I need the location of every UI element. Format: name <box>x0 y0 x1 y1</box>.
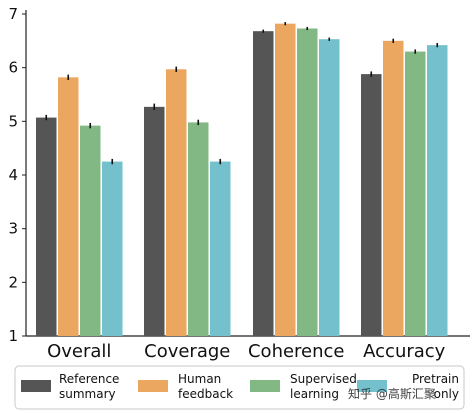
category-labels: Overall Coverage Coherence Accuracy <box>47 341 446 362</box>
category-label-coverage: Coverage <box>144 341 230 362</box>
legend-label-line1: Reference <box>59 372 119 386</box>
y-axis-ticks: 1 2 3 4 5 6 7 <box>8 5 26 345</box>
bar-accuracy-1 <box>361 74 382 337</box>
y-tick-label: 4 <box>8 166 18 184</box>
bar-coverage-3 <box>188 122 209 336</box>
category-label-overall: Overall <box>47 341 111 362</box>
y-tick-label: 5 <box>8 112 18 130</box>
legend-label-line1: Pretrain <box>412 372 459 386</box>
legend-swatch-4 <box>357 380 387 392</box>
y-tick-label: 1 <box>8 327 18 345</box>
bar-overall-2 <box>58 77 79 337</box>
watermark-text: 知乎 @高斯汇聚 <box>348 386 436 401</box>
bar-accuracy-3 <box>405 51 426 337</box>
bar-coverage-1 <box>144 106 165 337</box>
legend-label-line2: only <box>434 387 459 401</box>
bar-overall-4 <box>102 161 123 336</box>
legend-swatch-1 <box>21 380 51 392</box>
y-tick-label: 7 <box>8 5 18 23</box>
legend-label-line2: summary <box>59 387 116 401</box>
legend-label-line1: Supervised <box>290 372 357 386</box>
category-label-accuracy: Accuracy <box>363 341 446 362</box>
y-tick-label: 2 <box>8 273 18 291</box>
y-tick-label: 6 <box>8 59 18 77</box>
bar-accuracy-4 <box>427 45 448 336</box>
legend-swatch-2 <box>138 380 168 392</box>
legend-label-line2: learning <box>290 387 339 401</box>
bar-overall-3 <box>80 125 101 336</box>
bar-coverage-2 <box>166 69 187 336</box>
legend-label-line2: feedback <box>178 387 233 401</box>
legend-label-line1: Human <box>178 372 221 386</box>
y-tick-label: 3 <box>8 220 18 238</box>
bars <box>36 23 448 337</box>
bar-coherence-1 <box>253 31 274 336</box>
bar-coverage-4 <box>210 161 231 336</box>
category-label-coherence: Coherence <box>248 341 345 362</box>
legend-box <box>14 365 465 410</box>
legend-swatch-3 <box>250 380 280 392</box>
error-bars <box>45 22 439 165</box>
bar-accuracy-2 <box>383 40 404 336</box>
bar-coherence-4 <box>319 39 340 337</box>
bar-coherence-2 <box>275 23 296 336</box>
bar-coherence-3 <box>297 28 318 337</box>
bar-overall-1 <box>36 117 57 337</box>
